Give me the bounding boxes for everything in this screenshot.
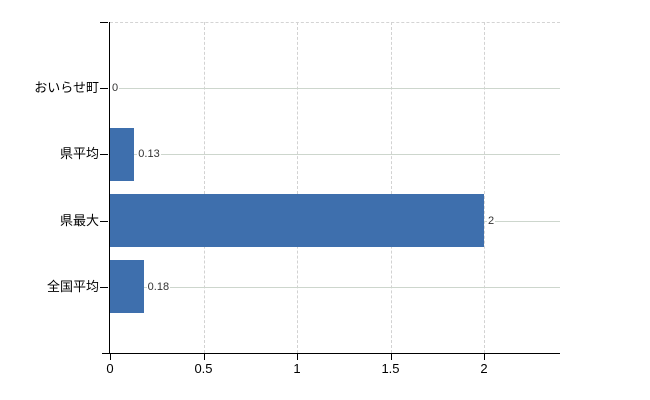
x-tick-mark bbox=[110, 354, 111, 360]
bar-value-label: 0 bbox=[111, 81, 120, 96]
bar bbox=[110, 127, 134, 181]
x-tick-label: 1.5 bbox=[381, 361, 400, 376]
x-tick-label: 1 bbox=[293, 361, 301, 376]
bar bbox=[110, 260, 144, 314]
y-tick-mark bbox=[100, 88, 108, 90]
h-gridline bbox=[111, 286, 560, 288]
h-gridline bbox=[111, 88, 560, 90]
category-label: 県最大 bbox=[59, 212, 99, 228]
v-gridline bbox=[203, 22, 205, 353]
v-gridline bbox=[297, 22, 298, 353]
x-axis-line bbox=[102, 353, 560, 354]
x-tick-mark bbox=[297, 354, 298, 360]
bar-value-label: 0.18 bbox=[146, 279, 171, 294]
category-label: 県平均 bbox=[59, 146, 99, 162]
y-tick-mark bbox=[100, 154, 108, 156]
v-gridline bbox=[390, 22, 392, 353]
top-gridline bbox=[110, 22, 560, 23]
bar bbox=[110, 194, 484, 248]
y-tick-mark bbox=[100, 220, 108, 222]
x-tick-mark bbox=[484, 354, 485, 360]
x-tick-label: 0.5 bbox=[194, 361, 213, 376]
y-tick-mark bbox=[100, 22, 108, 23]
bar-value-label: 2 bbox=[487, 213, 496, 228]
x-tick-label: 0 bbox=[106, 361, 114, 376]
x-tick-mark bbox=[390, 354, 392, 360]
category-label: 全国平均 bbox=[46, 278, 99, 294]
x-tick-label: 2 bbox=[480, 361, 488, 376]
y-tick-mark bbox=[100, 286, 108, 288]
x-tick-mark bbox=[203, 354, 205, 360]
v-gridline bbox=[484, 22, 485, 353]
h-gridline bbox=[111, 154, 560, 156]
y-axis-line bbox=[109, 22, 110, 353]
category-label: おいらせ町 bbox=[34, 80, 99, 96]
bar-value-label: 0.13 bbox=[137, 147, 161, 162]
